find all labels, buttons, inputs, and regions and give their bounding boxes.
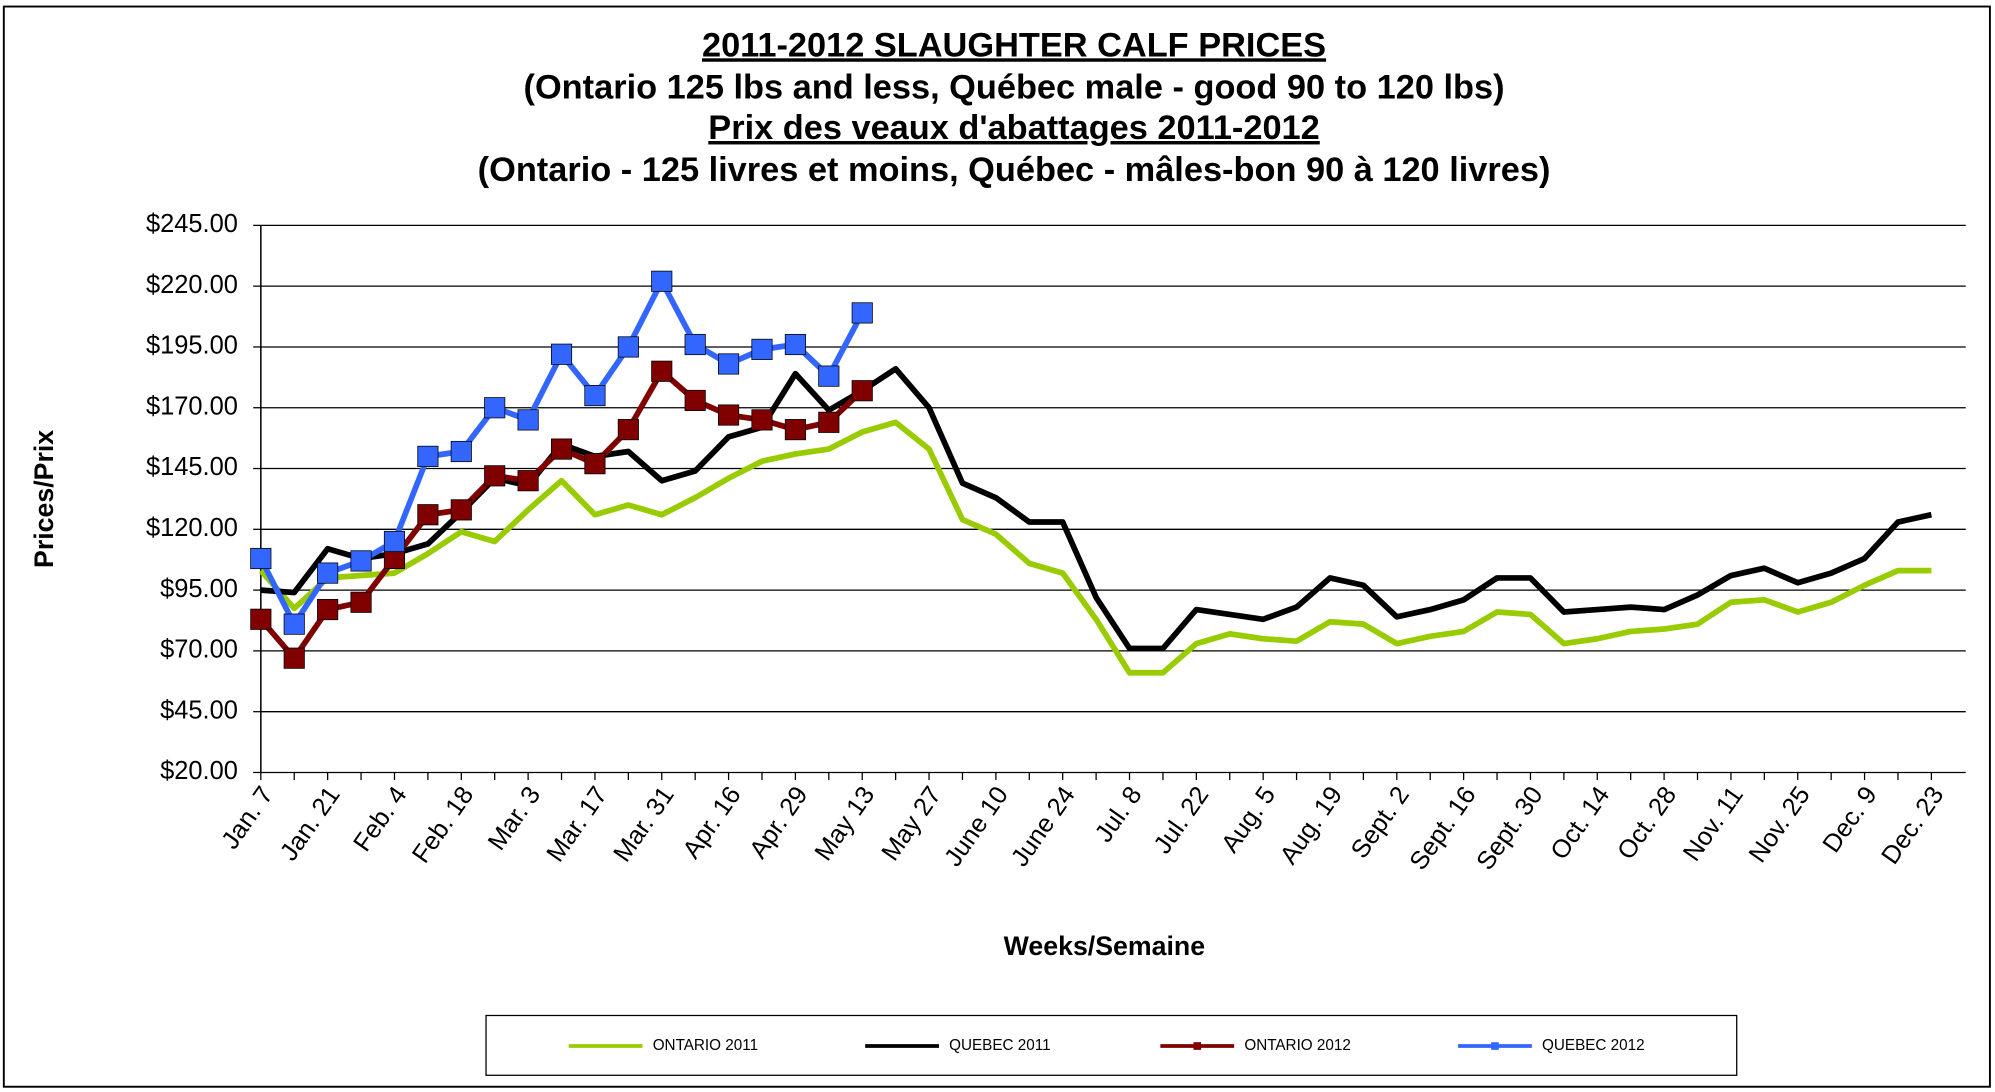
point-marker — [818, 365, 840, 387]
point-marker — [718, 404, 740, 426]
chart-subtitle-fr: (Ontario - 125 livres et moins, Québec -… — [478, 151, 1551, 189]
point-marker — [784, 419, 806, 441]
point-marker — [751, 338, 773, 360]
point-marker — [751, 409, 773, 431]
legend-label: ONTARIO 2012 — [1244, 1037, 1351, 1054]
y-tick-label: $220.00 — [146, 271, 238, 299]
point-marker — [517, 470, 539, 492]
point-marker — [317, 598, 339, 621]
chart-subtitle: (Ontario 125 lbs and less, Québec male -… — [524, 68, 1505, 106]
legend-label: ONTARIO 2011 — [653, 1037, 758, 1054]
legend-label: QUEBEC 2011 — [949, 1037, 1050, 1054]
point-marker — [450, 440, 472, 463]
y-tick-label: $145.00 — [146, 453, 238, 481]
point-marker — [317, 562, 339, 584]
point-marker — [651, 270, 673, 292]
point-marker — [584, 453, 606, 475]
point-marker — [350, 550, 372, 572]
point-marker — [450, 499, 472, 521]
point-marker — [383, 530, 406, 553]
point-marker — [584, 385, 606, 407]
point-marker — [350, 591, 372, 613]
y-tick-label: $20.00 — [160, 757, 238, 785]
point-marker — [784, 333, 806, 356]
point-marker — [517, 409, 539, 431]
chart-title-fr: Prix des veaux d'abattages 2011-2012 — [708, 109, 1319, 147]
point-marker — [684, 389, 706, 412]
legend-marker — [1491, 1042, 1499, 1050]
chart-border — [2, 5, 1991, 1088]
point-marker — [484, 465, 506, 487]
point-marker — [617, 419, 639, 441]
series-line — [258, 419, 1932, 676]
y-axis-label: Prices/Prix — [29, 430, 59, 568]
y-tick-label: $95.00 — [160, 575, 238, 603]
y-tick-label: $195.00 — [146, 332, 238, 360]
point-marker — [851, 380, 873, 402]
point-marker — [417, 504, 439, 526]
point-marker — [283, 613, 305, 635]
point-marker — [718, 353, 740, 375]
point-marker — [550, 438, 573, 460]
point-marker — [550, 343, 573, 365]
point-marker — [851, 302, 873, 324]
point-marker — [484, 397, 506, 419]
y-tick-label: $120.00 — [146, 514, 238, 542]
x-axis-label: Weeks/Semaine — [1004, 931, 1205, 961]
point-marker — [684, 333, 706, 356]
y-tick-label: $245.00 — [146, 210, 238, 238]
point-marker — [250, 608, 272, 630]
point-marker — [417, 445, 439, 467]
y-tick-label: $170.00 — [146, 392, 238, 420]
y-tick-label: $70.00 — [160, 636, 238, 664]
chart-title: 2011-2012 SLAUGHTER CALF PRICES — [702, 26, 1326, 64]
point-marker — [818, 411, 840, 433]
point-marker — [283, 647, 305, 669]
point-marker — [651, 360, 673, 382]
legend-marker — [1193, 1042, 1202, 1050]
legend-label: QUEBEC 2012 — [1542, 1037, 1645, 1054]
point-marker — [617, 336, 639, 358]
point-marker — [250, 547, 272, 570]
y-tick-label: $45.00 — [160, 696, 238, 724]
